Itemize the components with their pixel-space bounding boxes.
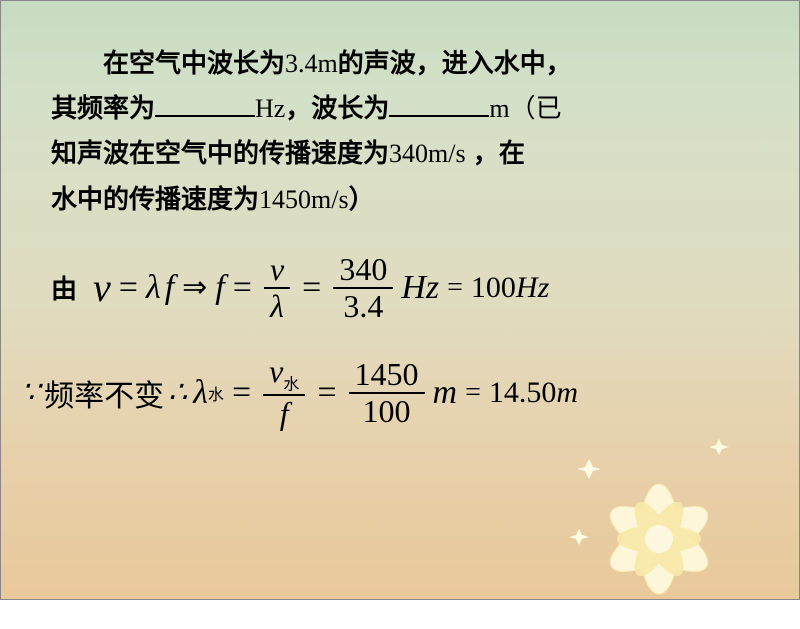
- problem-text: 在空气中波长为3.4m的声波，进入水中， 其频率为 Hz，波长为 m（已 知声波在空…: [51, 41, 749, 222]
- eq2-m1: m: [433, 374, 458, 412]
- equation-1: 由 v = λf ⇒ f = v λ = 340 3.4 Hz = 100 Hz: [51, 252, 749, 324]
- eq1-arrow: ⇒: [182, 270, 207, 305]
- eq1-frac2: 340 3.4: [333, 252, 393, 324]
- eq1-eq2: =: [233, 269, 252, 307]
- eq1-lambda: λ: [146, 269, 161, 307]
- eq1-f2d: 3.4: [337, 289, 389, 324]
- flower-icon: [549, 409, 769, 629]
- eq1-f1n: v: [264, 252, 290, 287]
- p-hz: Hz: [255, 94, 285, 123]
- eq1-hz1: Hz: [401, 269, 439, 307]
- p-l3b: ，在: [466, 138, 525, 168]
- eq1-res: 100: [471, 271, 516, 305]
- p-l1b: 的声波，进入水中，: [338, 48, 572, 78]
- p-m: m（已: [489, 94, 561, 123]
- eq2-m2: m: [556, 376, 578, 410]
- eq1-eq1: =: [119, 269, 138, 307]
- eq1-f1d: λ: [264, 289, 290, 324]
- eq1-f2n: 340: [333, 252, 393, 287]
- eq2-eq1: =: [232, 374, 251, 412]
- eq2-frac1: v水 f: [263, 354, 305, 431]
- p-l2b: ，波长为: [285, 93, 389, 123]
- eq2-lambda: λ: [193, 374, 208, 412]
- p-l1a: 在空气中波长为: [103, 48, 285, 78]
- p-wair: 3.4m: [285, 49, 338, 78]
- p-vair: 340m/s: [389, 139, 466, 168]
- eq1-lead: 由: [51, 269, 77, 306]
- eq1-hz2: Hz: [516, 271, 549, 305]
- eq2-math: ∵ 频率不变 ∴ λ水 = v水 f = 1450 100 m = 14.50 …: [21, 354, 578, 431]
- eq2-f1n: v水: [263, 354, 305, 394]
- eq2-eq3: =: [465, 377, 481, 409]
- p-l4b: ）: [349, 184, 375, 214]
- eq2-because: ∵: [21, 375, 40, 410]
- eq1-f: f: [165, 269, 174, 307]
- p-l3: 知声波在空气中的传播速度为: [51, 138, 389, 168]
- eq1-math: v = λf ⇒ f = v λ = 340 3.4 Hz = 100 Hz: [93, 252, 549, 324]
- eq2-sub1: 水: [208, 381, 224, 405]
- eq1-eq3: =: [302, 269, 321, 307]
- eq1-frac1: v λ: [264, 252, 290, 324]
- equation-2: ∵ 频率不变 ∴ λ水 = v水 f = 1450 100 m = 14.50 …: [21, 354, 749, 431]
- p-vwater: 1450m/s: [259, 185, 349, 214]
- blank-freq: [155, 91, 255, 117]
- eq2-frac2: 1450 100: [349, 357, 425, 429]
- eq2-freqsame: 频率不变: [44, 371, 164, 415]
- p-l2a: 其频率为: [51, 93, 155, 123]
- p-l4a: 水中的传播速度为: [51, 184, 259, 214]
- eq1-f2: f: [215, 269, 224, 307]
- slide: 在空气中波长为3.4m的声波，进入水中， 其频率为Hz，波长为m（已 知声波在空…: [0, 0, 800, 600]
- blank-wavelength: [389, 91, 489, 117]
- eq2-eq2: =: [317, 374, 336, 412]
- eq2-f2n: 1450: [349, 357, 425, 392]
- eq2-f2d: 100: [357, 394, 417, 429]
- eq2-therefore: ∴: [168, 375, 187, 410]
- eq1-eq4: =: [447, 272, 463, 304]
- eq2-f1d: f: [274, 396, 295, 431]
- eq2-res: 14.50: [489, 376, 557, 410]
- eq1-v: v: [93, 264, 111, 311]
